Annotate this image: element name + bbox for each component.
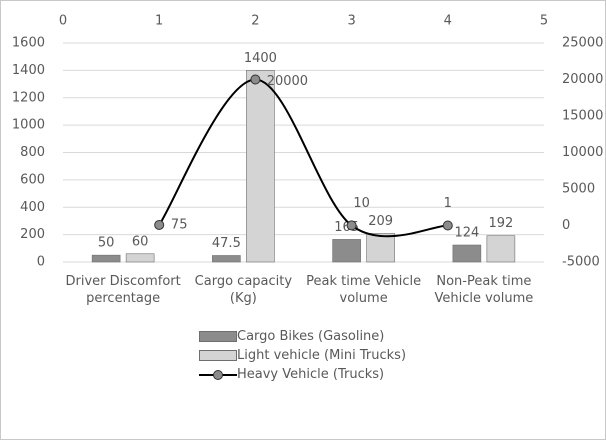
bar bbox=[452, 244, 482, 263]
line-marker bbox=[250, 74, 261, 85]
bar bbox=[91, 254, 121, 263]
data-label: 192 bbox=[488, 216, 513, 231]
y-tick-label: 1400 bbox=[12, 63, 45, 78]
x2-tick-label: 5 bbox=[540, 14, 548, 29]
x2-tick-label: 2 bbox=[251, 14, 259, 29]
y2-tick-label: 5000 bbox=[562, 182, 595, 197]
y-tick-label: 400 bbox=[20, 200, 45, 215]
y-tick-label: 800 bbox=[20, 145, 45, 160]
y2-tick-label: 0 bbox=[562, 218, 570, 233]
x2-tick-label: 3 bbox=[347, 14, 355, 29]
y-tick-label: 1600 bbox=[12, 36, 45, 51]
x-tick-label: Cargo capacity (Kg) bbox=[194, 274, 293, 306]
data-label: 1 bbox=[444, 196, 452, 211]
legend-item: Cargo Bikes (Gasoline) bbox=[199, 327, 406, 346]
data-label: 10 bbox=[353, 196, 370, 211]
line-marker bbox=[346, 220, 357, 231]
x2-tick-label: 4 bbox=[444, 14, 452, 29]
bar bbox=[246, 70, 275, 263]
legend-item: Heavy Vehicle (Trucks) bbox=[199, 365, 406, 384]
data-label: 20000 bbox=[267, 74, 308, 89]
legend-item: Light vehicle (Mini Trucks) bbox=[199, 346, 406, 365]
y-tick-label: 0 bbox=[37, 255, 45, 270]
y2-tick-label: 15000 bbox=[562, 109, 603, 124]
x-tick-label: Non-Peak time Vehicle volume bbox=[434, 274, 534, 306]
x2-tick-label: 1 bbox=[155, 14, 163, 29]
legend: Cargo Bikes (Gasoline) Light vehicle (Min… bbox=[199, 327, 406, 384]
line bbox=[158, 78, 448, 238]
line-marker bbox=[154, 219, 165, 230]
y-tick-label: 200 bbox=[20, 227, 45, 242]
legend-label: Heavy Vehicle (Trucks) bbox=[237, 367, 385, 382]
data-label: 47.5 bbox=[212, 236, 241, 251]
x-tick-label: Peak time Vehicle volume bbox=[306, 274, 422, 306]
data-label: 50 bbox=[98, 236, 115, 251]
legend-swatch bbox=[199, 331, 237, 343]
legend-label: Cargo Bikes (Gasoline) bbox=[237, 329, 385, 344]
data-label: 124 bbox=[454, 226, 479, 241]
y2-tick-label: 10000 bbox=[562, 145, 603, 160]
x2-tick-label: 0 bbox=[59, 14, 67, 29]
data-label: 1400 bbox=[244, 51, 277, 66]
line-marker bbox=[442, 220, 453, 231]
legend-swatch bbox=[199, 369, 237, 381]
y2-tick-label: 20000 bbox=[562, 72, 603, 87]
y-tick-label: 1200 bbox=[12, 90, 45, 105]
legend-box bbox=[199, 331, 237, 342]
y-tick-label: 1000 bbox=[12, 118, 45, 133]
data-label: 75 bbox=[171, 217, 188, 232]
data-label: 60 bbox=[132, 234, 149, 249]
legend-swatch bbox=[199, 350, 237, 362]
bar bbox=[332, 239, 361, 263]
bar bbox=[366, 233, 395, 263]
x-tick-label: Driver Discomfort percentage bbox=[65, 274, 181, 306]
y2-tick-label: -5000 bbox=[562, 255, 600, 270]
bar bbox=[212, 255, 241, 263]
y-tick-label: 600 bbox=[20, 172, 45, 187]
legend-marker bbox=[213, 369, 223, 380]
bar bbox=[125, 253, 155, 263]
legend-line bbox=[199, 369, 237, 380]
legend-box bbox=[199, 350, 237, 361]
y2-tick-label: 25000 bbox=[562, 36, 603, 51]
legend-label: Light vehicle (Mini Trucks) bbox=[237, 348, 407, 363]
data-label: 209 bbox=[368, 214, 393, 229]
bar bbox=[486, 235, 516, 263]
